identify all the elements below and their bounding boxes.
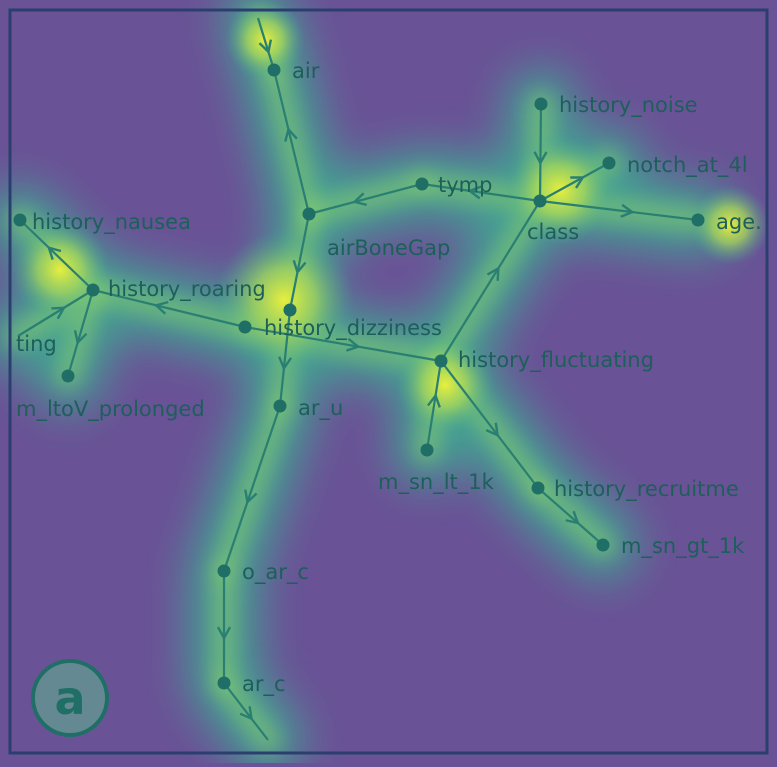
edge-m_sn_lt_1k-to-history_fluctuating [425,360,443,451]
arrowhead [292,259,307,275]
node-history_roaring [86,283,100,297]
node-ar_u [273,399,287,413]
edge-tymp-to-airBoneGap [308,182,423,216]
node-label-air: air [292,59,320,83]
panel-badge-circle [31,659,109,737]
arrowhead [565,510,580,525]
edge-history_fluctuating-to-class [440,200,541,362]
arrowhead [467,185,482,200]
node-age [691,213,705,227]
node-label-m_ltoV_prolonged: m_ltoV_prolonged [16,397,205,422]
edge-airBoneGap-to-air [272,69,311,215]
node-ar_c [217,676,231,690]
node-airBoneGap [302,207,316,221]
arrowhead [570,176,585,189]
node-o_ar_c [217,564,231,578]
node-label-ar_u: ar_u [298,396,343,421]
edge-airBoneGap-to-history_dizziness [288,213,311,311]
frame-border [8,8,769,755]
node-label-class: class [527,220,579,244]
edge-history_recruitment-to-m_sn_gt_1k [537,487,604,546]
arrowhead [426,393,441,408]
node-m_ltoV_prolonged [61,369,75,383]
arrowhead [284,127,298,142]
panel-badge: a [31,659,109,737]
panel-label: a [54,671,85,725]
arrowhead [239,706,254,721]
node-label-m_sn_gt_1k: m_sn_gt_1k [621,534,745,559]
arrowhead [277,356,293,371]
node-layer [13,63,705,690]
node-label-history_recruitment: history_recruitme [554,477,739,502]
attention-hotspot [395,335,495,435]
edge-history_dizziness-to-ar_u [278,309,292,407]
edge-ar_c-to-exit_bottom [223,682,269,741]
node-roar_node [238,320,252,334]
node-label-o_ar_c: o_ar_c [242,560,309,585]
attention-hotspot [214,230,354,370]
node-label-history_noise: history_noise [559,93,698,118]
arrowhead [352,192,367,207]
arrowhead [345,337,361,352]
node-class [533,194,547,208]
node-tymp [415,177,429,191]
node-history_noise [534,97,548,111]
edge-layer [17,17,699,741]
edge-ar_u-to-o_ar_c [222,405,282,572]
node-label-notch_at_4: notch_at_4l [627,153,748,178]
node-history_recruitment [531,481,545,495]
attention-hotspot [690,185,770,265]
arrowhead [47,245,62,261]
node-label-tymp: tymp [438,173,492,197]
arrowhead [533,151,548,166]
node-m_sn_lt_1k [420,443,434,457]
edge-class-to-age [539,199,699,222]
node-air [267,63,281,77]
node-label-history_roaring: history_roaring [108,277,266,302]
node-label-history_fluctuating: history_fluctuating [458,348,654,373]
edge-history_noise-to-class [538,103,543,202]
edge-class-to-tymp [421,182,541,203]
edge-class-to-notch_at_4 [539,162,610,202]
arrowhead [51,306,67,320]
node-history_dizziness [283,303,297,317]
attention-hotspot [10,220,110,320]
arrowhead [73,330,88,345]
edge-history_roaring-to-m_ltoV_prolonged [66,289,95,377]
node-history_fluctuating [434,354,448,368]
node-notch_at_4 [602,156,616,170]
arrowhead [486,266,500,281]
edge-history_roaring-to-history_nausea [19,219,94,291]
edge-ting-to-history_roaring [17,289,94,337]
arrowhead [153,300,169,315]
arrowhead [485,422,500,438]
node-label-ar_c: ar_c [242,672,286,697]
edge-history_fluctuating-to-history_recruitment [440,360,539,489]
arrowhead [216,626,232,641]
edge-history_dizziness-to-history_fluctuating [244,325,442,363]
edge-exit_top-to-air [256,17,276,71]
arrowhead [620,203,635,218]
arrowhead [258,39,273,55]
node-label-history_dizziness: history_dizziness [264,316,442,341]
edge-history_dizziness-to-history_roaring [92,288,246,329]
node-label-history_nausea: history_nausea [32,210,191,235]
node-label-age: age. [716,210,762,234]
arrowhead [244,489,258,505]
node-m_sn_gt_1k [596,538,610,552]
node-history_nausea [13,213,27,227]
node-label-airBoneGap: airBoneGap [327,236,450,260]
node-label-ting: ting [16,332,57,356]
node-label-m_sn_lt_1k: m_sn_lt_1k [378,470,495,495]
